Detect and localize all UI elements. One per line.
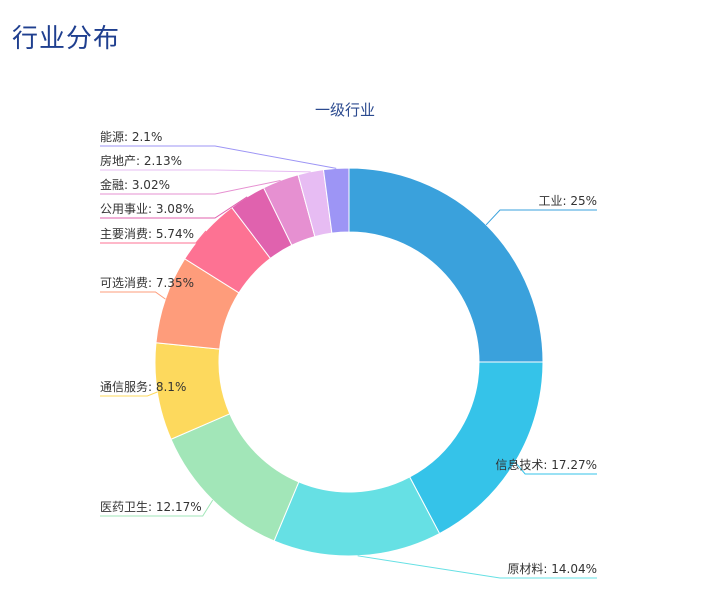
leader-line-10 [100,145,337,169]
leader-line-7 [100,196,248,219]
slice-label-7: 公用事业: 3.08% [100,202,194,216]
donut-slice-2[interactable] [273,476,441,557]
slice-label-3: 医药卫生: 12.17% [100,500,202,514]
slice-label-1: 信息技术: 17.27% [495,457,597,472]
slice-label-8: 金融: 3.02% [100,177,170,192]
slice-label-9: 房地产: 2.13% [100,153,182,168]
leader-line-0 [485,209,597,226]
leader-line-1 [514,461,597,475]
slice-label-5: 可选消费: 7.35% [100,276,194,290]
slice-label-2: 原材料: 14.04% [507,562,597,576]
slice-label-6: 主要消费: 5.74% [100,227,194,241]
slice-label-10: 能源: 2.1% [100,130,162,144]
donut-slice-1[interactable] [409,361,544,535]
leader-line-9 [100,169,311,173]
leader-line-6 [100,230,207,244]
leader-line-5 [100,291,166,300]
chart-title: 一级行业 [315,101,375,119]
leader-line-8 [100,179,281,195]
leader-line-2 [357,555,597,579]
donut-slice-3[interactable] [170,413,300,542]
donut-slice-10[interactable] [322,167,350,234]
leader-line-3 [100,499,214,517]
leader-line-4 [100,391,158,397]
page-title: 行业分布 [12,24,121,54]
slice-label-0: 工业: 25% [538,194,597,208]
donut-slice-0[interactable] [348,167,544,363]
slice-label-4: 通信服务: 8.1% [100,379,186,394]
